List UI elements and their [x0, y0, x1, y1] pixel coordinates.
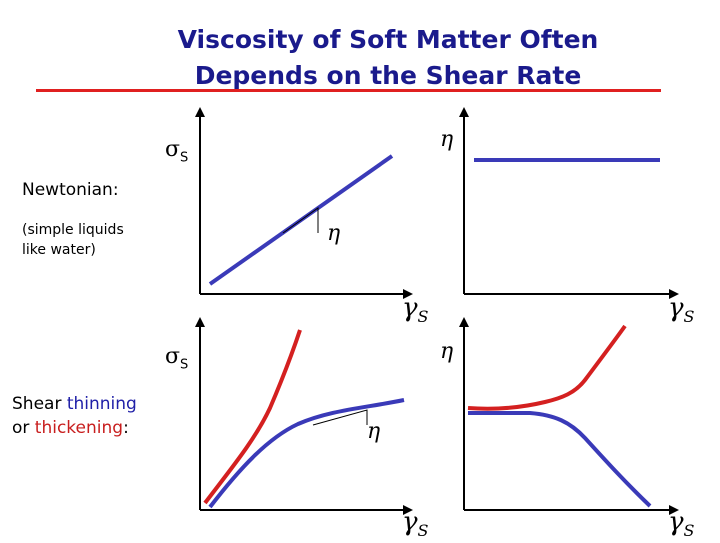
newtonian-label: Newtonian:: [22, 180, 119, 200]
viscosity-axis-label-bottom: η: [440, 339, 454, 364]
plot-nonnewtonian-stress-axes: [195, 317, 413, 515]
newtonian-description-line-2: like water): [22, 242, 96, 258]
thinning-slope-triangle: [312, 409, 368, 426]
viscosity-axis-label-top: η: [440, 127, 454, 152]
newtonian-slope-triangle: [282, 207, 319, 234]
shear-rate-label-bottom-right: γS: [668, 507, 695, 541]
plot-nonnewtonian-viscosity-axes: [459, 317, 679, 515]
shear-rate-label-top-right: γS: [668, 293, 695, 327]
newtonian-description: (simple liquids like water): [22, 220, 124, 260]
plot-newtonian-viscosity-axes: [459, 107, 679, 299]
thinning-word: thinning: [66, 394, 137, 414]
shear-rate-label-top-left: γS: [402, 293, 429, 327]
title-underline-rule: [36, 89, 661, 92]
slope-label-newtonian: η: [327, 221, 341, 246]
newtonian-description-line-1: (simple liquids: [22, 222, 124, 238]
thinning-stress-curve: [208, 398, 405, 509]
or-word: or: [12, 418, 35, 438]
plot-newtonian-stress-axes: [195, 107, 413, 299]
slope-label-thinning: η: [367, 419, 381, 444]
slide-title-line-2: Depends on the Shear Rate: [194, 61, 582, 90]
thickening-word: thickening: [34, 418, 124, 438]
stress-axis-label-bottom: σS: [165, 344, 189, 373]
stress-axis-label-top: σS: [165, 137, 189, 166]
thickening-viscosity-curve: [467, 324, 627, 411]
slide-title-line-1: Viscosity of Soft Matter Often: [177, 25, 599, 54]
shear-rate-label-bottom-left: γS: [402, 507, 429, 541]
shear-word: Shear: [12, 394, 67, 414]
shear-label: Shear thinning or thickening:: [12, 392, 137, 440]
thickening-stress-curve: [203, 329, 302, 505]
colon: :: [123, 418, 129, 438]
thinning-viscosity-curve: [468, 411, 652, 508]
